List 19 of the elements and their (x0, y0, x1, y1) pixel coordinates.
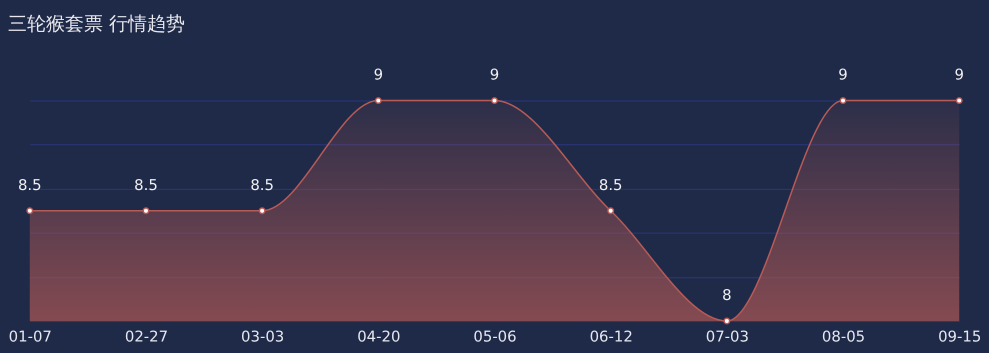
data-label: 8.5 (18, 176, 42, 194)
chart-title: 三轮猴套票 行情趋势 (8, 13, 186, 36)
x-tick-label: 05-06 (473, 327, 517, 346)
data-label: 9 (490, 66, 500, 84)
x-tick-label: 07-03 (706, 327, 749, 346)
data-label: 9 (374, 66, 384, 84)
x-tick-label: 03-03 (241, 327, 284, 346)
x-tick-label: 06-12 (590, 327, 633, 346)
x-tick-label: 09-15 (938, 327, 982, 346)
data-label: 9 (954, 66, 964, 84)
x-tick-label: 04-20 (357, 327, 400, 346)
data-label: 8 (722, 286, 732, 304)
data-label: 8.5 (598, 176, 623, 194)
data-label: 9 (838, 66, 848, 84)
x-tick-label: 02-27 (124, 327, 168, 346)
x-tick-label: 01-07 (8, 327, 52, 346)
data-label: 8.5 (134, 176, 158, 194)
data-label: 8.5 (250, 176, 274, 194)
x-tick-label: 08-05 (822, 327, 866, 346)
